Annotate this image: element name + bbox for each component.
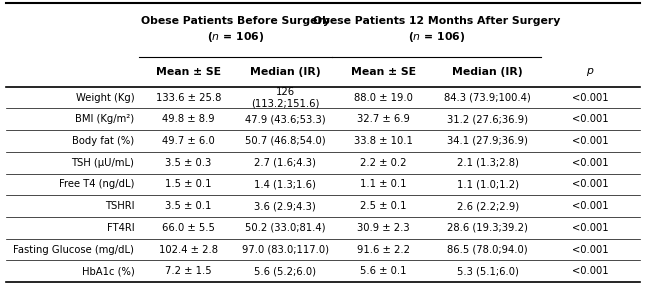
Text: HbA1c (%): HbA1c (%) [81,266,134,276]
Text: <0.001: <0.001 [572,201,609,211]
Text: Body fat (%): Body fat (%) [72,136,134,146]
Text: 50.2 (33.0;81.4): 50.2 (33.0;81.4) [245,223,326,233]
Text: 86.5 (78.0;94.0): 86.5 (78.0;94.0) [447,245,528,255]
Text: <0.001: <0.001 [572,114,609,124]
Text: <0.001: <0.001 [572,93,609,103]
Text: 5.6 ± 0.1: 5.6 ± 0.1 [360,266,406,276]
Text: <0.001: <0.001 [572,266,609,276]
Text: 30.9 ± 2.3: 30.9 ± 2.3 [357,223,410,233]
Text: 88.0 ± 19.0: 88.0 ± 19.0 [354,93,413,103]
Text: 34.1 (27.9;36.9): 34.1 (27.9;36.9) [447,136,528,146]
Text: BMI (Kg/m²): BMI (Kg/m²) [75,114,134,124]
Text: Weight (Kg): Weight (Kg) [76,93,134,103]
Text: 2.6 (2.2;2.9): 2.6 (2.2;2.9) [457,201,519,211]
Text: 1.1 ± 0.1: 1.1 ± 0.1 [360,179,406,190]
Text: $\it{p}$: $\it{p}$ [587,66,595,78]
Text: 133.6 ± 25.8: 133.6 ± 25.8 [156,93,221,103]
Text: 5.3 (5.1;6.0): 5.3 (5.1;6.0) [457,266,519,276]
Text: 49.8 ± 8.9: 49.8 ± 8.9 [162,114,214,124]
Text: 31.2 (27.6;36.9): 31.2 (27.6;36.9) [447,114,528,124]
Text: 1.5 ± 0.1: 1.5 ± 0.1 [165,179,212,190]
Text: Mean ± SE: Mean ± SE [156,67,221,77]
Text: <0.001: <0.001 [572,158,609,168]
Text: 28.6 (19.3;39.2): 28.6 (19.3;39.2) [447,223,528,233]
Text: 32.7 ± 6.9: 32.7 ± 6.9 [357,114,410,124]
Text: <0.001: <0.001 [572,245,609,255]
Text: 3.5 ± 0.1: 3.5 ± 0.1 [165,201,212,211]
Text: 2.1 (1.3;2.8): 2.1 (1.3;2.8) [457,158,519,168]
Text: 2.5 ± 0.1: 2.5 ± 0.1 [360,201,406,211]
Text: Median (IR): Median (IR) [452,67,523,77]
Text: Mean ± SE: Mean ± SE [351,67,415,77]
Text: TSHRI: TSHRI [105,201,134,211]
Text: 1.1 (1.0;1.2): 1.1 (1.0;1.2) [457,179,519,190]
Text: 126
(113.2;151.6): 126 (113.2;151.6) [251,87,319,108]
Text: 7.2 ± 1.5: 7.2 ± 1.5 [165,266,212,276]
Text: 47.9 (43.6;53.3): 47.9 (43.6;53.3) [245,114,326,124]
Text: <0.001: <0.001 [572,223,609,233]
Text: 33.8 ± 10.1: 33.8 ± 10.1 [354,136,413,146]
Text: 2.2 ± 0.2: 2.2 ± 0.2 [360,158,406,168]
Text: Obese Patients 12 Months After Surgery
($\it{n}$ = 106): Obese Patients 12 Months After Surgery (… [313,16,561,44]
Text: 66.0 ± 5.5: 66.0 ± 5.5 [162,223,215,233]
Text: FT4RI: FT4RI [107,223,134,233]
Text: 97.0 (83.0;117.0): 97.0 (83.0;117.0) [242,245,329,255]
Text: 84.3 (73.9;100.4): 84.3 (73.9;100.4) [444,93,531,103]
Text: Obese Patients Before Surgery
($\it{n}$ = 106): Obese Patients Before Surgery ($\it{n}$ … [141,16,331,44]
Text: 49.7 ± 6.0: 49.7 ± 6.0 [162,136,215,146]
Text: Free T4 (ng/dL): Free T4 (ng/dL) [59,179,134,190]
Text: TSH (μU/mL): TSH (μU/mL) [72,158,134,168]
Text: 5.6 (5.2;6.0): 5.6 (5.2;6.0) [254,266,316,276]
Text: 3.6 (2.9;4.3): 3.6 (2.9;4.3) [254,201,316,211]
Text: 1.4 (1.3;1.6): 1.4 (1.3;1.6) [254,179,316,190]
Text: 102.4 ± 2.8: 102.4 ± 2.8 [159,245,218,255]
Text: Fasting Glucose (mg/dL): Fasting Glucose (mg/dL) [14,245,134,255]
Text: 2.7 (1.6;4.3): 2.7 (1.6;4.3) [254,158,316,168]
Text: <0.001: <0.001 [572,179,609,190]
Text: 3.5 ± 0.3: 3.5 ± 0.3 [165,158,212,168]
Text: 50.7 (46.8;54.0): 50.7 (46.8;54.0) [245,136,326,146]
Text: 91.6 ± 2.2: 91.6 ± 2.2 [357,245,410,255]
Text: Median (IR): Median (IR) [250,67,320,77]
Text: <0.001: <0.001 [572,136,609,146]
